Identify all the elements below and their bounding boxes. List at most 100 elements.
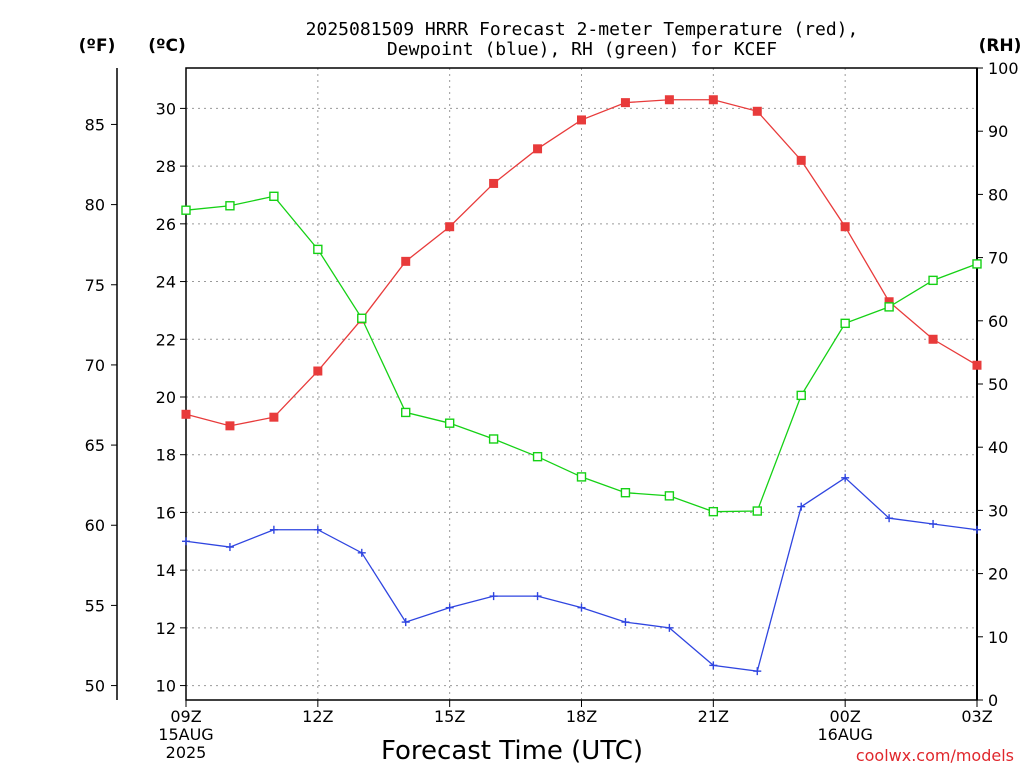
x-tick-label: 12Z — [302, 707, 333, 726]
dewpoint-point — [269, 525, 278, 534]
dewpoint-point — [665, 623, 674, 632]
rh-point — [181, 205, 191, 215]
dewpoint-point — [797, 502, 806, 511]
temperature-point — [796, 155, 806, 165]
celsius-tick-label: 10 — [156, 677, 176, 696]
dewpoint-point — [929, 519, 938, 528]
rh-point — [620, 488, 631, 498]
temperature-point — [752, 106, 762, 116]
dewpoint-point — [225, 543, 234, 552]
dewpoint-point — [577, 603, 586, 612]
rh-tick-label: 10 — [988, 628, 1008, 647]
celsius-tick-label: 22 — [156, 330, 176, 349]
fahrenheit-tick-label: 70 — [85, 356, 105, 375]
celsius-tick-label: 18 — [156, 446, 176, 465]
rh-tick-label: 80 — [988, 185, 1008, 204]
rh-unit-label: (RH) — [979, 36, 1022, 56]
rh-tick-label: 0 — [988, 691, 998, 710]
dewpoint-point — [709, 661, 718, 670]
credit-text: coolwx.com/models — [856, 746, 1014, 765]
rh-tick-label: 40 — [988, 438, 1008, 457]
x-tick-label: 09Z — [170, 707, 201, 726]
rh-point — [576, 472, 587, 482]
temperature-point — [708, 95, 718, 105]
fahrenheit-tick-label: 55 — [85, 596, 105, 615]
rh-point — [357, 313, 367, 323]
celsius-tick-label: 12 — [156, 619, 176, 638]
dewpoint-point — [841, 473, 850, 482]
x-tick-label: 2025 — [166, 743, 207, 762]
x-tick-label: 00Z — [830, 707, 861, 726]
celsius-tick-label: 30 — [156, 99, 176, 118]
dewpoint-point — [357, 548, 366, 557]
x-tick-label: 18Z — [566, 707, 597, 726]
celsius-tick-label: 24 — [156, 273, 176, 292]
x-tick-label: 21Z — [698, 707, 729, 726]
temperature-point — [225, 421, 235, 431]
rh-point — [664, 491, 675, 501]
temperature-point — [840, 222, 850, 232]
fahrenheit-tick-label: 50 — [85, 677, 105, 696]
fahrenheit-tick-label: 85 — [85, 115, 105, 134]
celsius-unit-label: (ºC) — [148, 36, 186, 56]
x-tick-label: 15Z — [434, 707, 465, 726]
rh-point — [752, 506, 762, 516]
rh-tick-label: 100 — [988, 59, 1019, 78]
temperature-point — [577, 115, 586, 125]
rh-tick-label: 70 — [988, 249, 1008, 268]
celsius-tick-label: 20 — [156, 388, 176, 407]
rh-point — [708, 506, 719, 517]
dewpoint-point — [753, 667, 762, 676]
dewpoint-point — [973, 525, 981, 534]
rh-point — [972, 259, 982, 269]
rh-point — [840, 318, 850, 329]
temperature-point — [313, 366, 323, 376]
rh-tick-label: 20 — [988, 565, 1008, 584]
temperature-series-line — [185, 99, 978, 427]
chart-title-line1: 2025081509 HRRR Forecast 2-meter Tempera… — [306, 19, 859, 40]
plot-area: 10 12 14 16 18 20 22 24 26 28 30 50 55 60 65 70 75 80 85 0 1… — [85, 59, 1019, 762]
dewpoint-point — [182, 537, 190, 546]
temperature-point — [401, 256, 411, 266]
temperature-point — [972, 360, 982, 370]
dewpoint-point — [885, 514, 894, 523]
temperature-point — [269, 412, 279, 422]
rh-tick-label: 50 — [988, 375, 1008, 394]
fahrenheit-tick-label: 75 — [85, 276, 105, 295]
rh-point — [313, 244, 323, 255]
celsius-tick-label: 16 — [156, 503, 176, 522]
fahrenheit-tick-label: 65 — [85, 436, 105, 455]
rh-point — [928, 275, 938, 286]
celsius-tick-label: 26 — [156, 215, 176, 234]
celsius-tick-label: 28 — [156, 157, 176, 176]
temperature-point — [928, 334, 938, 344]
rh-tick-label: 90 — [988, 122, 1008, 141]
temperature-point — [620, 98, 630, 108]
x-tick-label: 03Z — [961, 707, 992, 726]
celsius-tick-label: 14 — [156, 561, 176, 580]
dewpoint-point — [401, 618, 410, 627]
x-axis-label: Forecast Time (UTC) — [381, 736, 643, 766]
temperature-point — [533, 144, 543, 154]
x-tick-label: 15AUG — [158, 725, 213, 744]
fahrenheit-unit-label: (ºF) — [79, 36, 116, 56]
x-tick-label: 16AUG — [817, 725, 872, 744]
rh-point — [225, 201, 235, 211]
dewpoint-point — [445, 603, 454, 612]
fahrenheit-tick-label: 80 — [85, 196, 105, 215]
temperature-point — [445, 222, 455, 232]
rh-tick-label: 60 — [988, 312, 1008, 331]
rh-point — [532, 451, 543, 462]
rh-point — [444, 418, 455, 428]
dewpoint-point — [533, 592, 542, 601]
rh-point — [796, 390, 806, 401]
temperature-point — [664, 95, 674, 105]
rh-point — [884, 302, 894, 312]
dewpoint-point — [313, 525, 322, 534]
rh-tick-label: 30 — [988, 501, 1008, 520]
rh-point — [488, 434, 499, 444]
rh-point — [401, 407, 411, 418]
chart-title-line2: Dewpoint (blue), RH (green) for KCEF — [387, 39, 777, 60]
